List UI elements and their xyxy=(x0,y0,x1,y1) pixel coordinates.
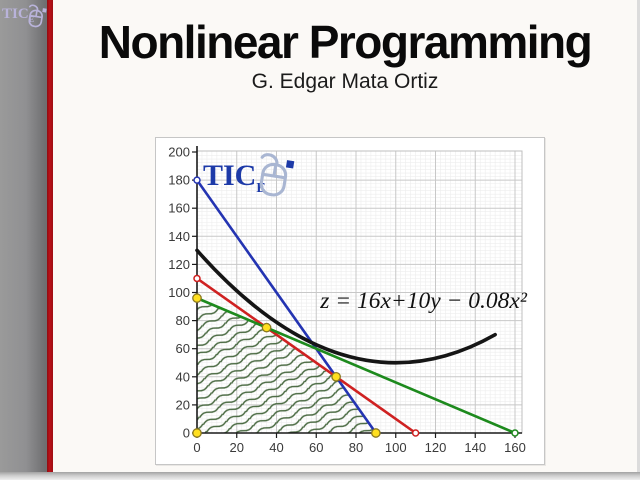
y-tick-label: 200 xyxy=(168,145,190,160)
x-tick-label: 100 xyxy=(385,440,407,455)
slide-subtitle: G. Edgar Mata Ortiz xyxy=(251,69,439,93)
objective-curve xyxy=(195,248,497,365)
x-tick-label: 40 xyxy=(269,440,283,455)
x-tick-label: 140 xyxy=(464,440,486,455)
equation-annotation: z = 16x+10y − 0.08x² xyxy=(319,288,528,314)
y-tick-label: 180 xyxy=(168,173,190,188)
corner-point xyxy=(371,428,381,438)
slide-right-edge xyxy=(637,0,640,472)
tic-logo-sub: E xyxy=(28,15,35,24)
y-tick-label: 80 xyxy=(176,313,190,328)
constraint-line-red-marker xyxy=(411,429,420,437)
corner-point xyxy=(331,371,341,382)
constraint-line-blue xyxy=(195,178,378,435)
y-tick-label: 20 xyxy=(176,397,190,412)
y-tick-label: 120 xyxy=(168,257,190,272)
x-tick-label: 60 xyxy=(309,440,323,455)
y-tick-label: 100 xyxy=(168,285,190,300)
mouse-icon xyxy=(28,4,47,28)
slide-title: Nonlinear Programming xyxy=(98,16,593,68)
constraint-line-red-marker xyxy=(193,274,201,283)
chart-plot: 0 20 40 60 80 100 120 140 160 180 200 0 20 40 60 80 100 1… xyxy=(168,145,528,456)
feasible-region-hatch xyxy=(197,298,376,433)
x-tick-label: 0 xyxy=(193,440,200,455)
corner-point xyxy=(261,322,272,333)
slide-bottom-edge xyxy=(0,472,640,480)
y-tick-label: 140 xyxy=(168,229,190,244)
constraint-line-green xyxy=(195,296,517,435)
x-tick-label: 160 xyxy=(504,440,526,455)
tic-logo-header: TICE xyxy=(1,2,47,34)
axes xyxy=(192,146,522,438)
x-tick-label: 120 xyxy=(425,440,447,455)
tic-logo-chart: TICE xyxy=(203,151,299,199)
y-tick-label: 40 xyxy=(176,369,190,384)
chart-container: 0 20 40 60 80 100 120 140 160 180 200 0 20 40 60 80 100 1… xyxy=(155,137,545,465)
constraint-line-red xyxy=(195,277,417,435)
slide-content: Nonlinear Programming G. Edgar Mata Orti… xyxy=(53,0,637,94)
mouse-icon xyxy=(259,153,295,197)
corner-point xyxy=(192,428,202,438)
x-tick-label: 20 xyxy=(230,440,244,455)
tic-logo-text: TICE xyxy=(2,6,35,24)
y-tick-label: 160 xyxy=(168,201,190,216)
y-tick-label: 0 xyxy=(183,426,190,441)
constraint-line-blue-marker xyxy=(193,176,201,184)
x-tick-label: 80 xyxy=(349,440,363,455)
y-tick-label: 60 xyxy=(176,341,190,356)
corner-point xyxy=(192,293,202,303)
constraint-line-green-marker xyxy=(511,429,519,437)
red-accent-stripe xyxy=(47,0,53,472)
gray-sidebar: TICE xyxy=(0,0,47,472)
